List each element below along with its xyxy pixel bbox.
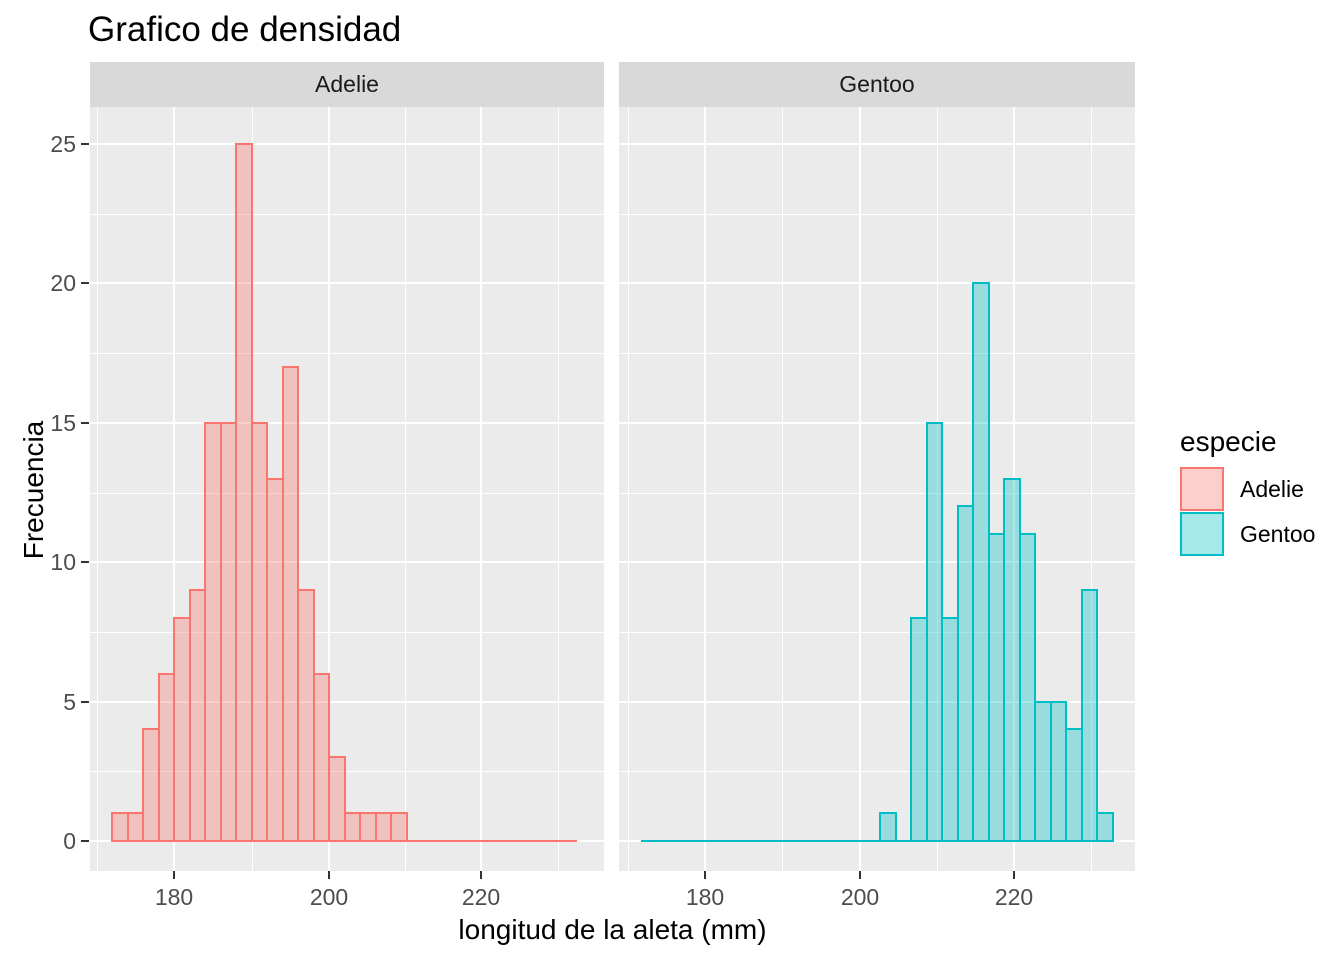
legend: especie Adelie Gentoo	[1180, 426, 1344, 557]
x-tick-mark	[1013, 871, 1015, 879]
gridline-major-h	[90, 700, 604, 703]
plot-title: Grafico de densidad	[88, 10, 402, 49]
x-tick-mark	[480, 871, 482, 879]
y-tick-mark	[81, 561, 89, 564]
gridline-minor-v	[558, 107, 559, 871]
histogram-bar	[328, 756, 346, 842]
x-tick-label: 180	[154, 884, 194, 910]
gridline-minor-h	[90, 213, 604, 215]
legend-item-gentoo: Gentoo	[1180, 512, 1344, 556]
gridline-major-h	[619, 700, 1135, 703]
gridline-minor-h	[619, 492, 1135, 494]
x-tick-label: 200	[840, 884, 880, 910]
gridline-major-h	[619, 421, 1135, 424]
x-tick-mark	[859, 871, 861, 879]
gridline-major-h	[90, 282, 604, 285]
facet-strip: Gentoo	[619, 62, 1135, 107]
gridline-major-h	[619, 561, 1135, 564]
gridline-major-v	[704, 107, 706, 871]
gridline-minor-v	[97, 107, 98, 871]
histogram-bar	[1080, 589, 1098, 842]
legend-item-label: Adelie	[1240, 475, 1304, 502]
gridline-minor-h	[619, 771, 1135, 773]
gridline-major-v	[480, 107, 482, 871]
y-tick-label: 25	[50, 131, 76, 157]
y-axis-title: Frecuencia	[18, 420, 49, 560]
legend-key-swatch	[1180, 512, 1224, 556]
histogram-bar	[1018, 533, 1036, 842]
gridline-major-h	[90, 421, 604, 424]
x-tick-label: 220	[461, 884, 501, 910]
facet-strip: Adelie	[90, 62, 604, 107]
y-tick-label: 0	[63, 828, 76, 854]
gridline-major-h	[619, 282, 1135, 285]
x-tick-mark	[173, 871, 175, 879]
legend-key-swatch	[1180, 467, 1224, 511]
y-tick-label: 20	[50, 270, 76, 297]
legend-items: Adelie Gentoo	[1180, 467, 1344, 556]
gridline-minor-v	[404, 107, 406, 871]
gridline-minor-h	[619, 353, 1135, 355]
y-tick-label: 5	[63, 688, 76, 715]
y-tick-mark	[81, 143, 89, 145]
gridline-minor-h	[90, 631, 604, 633]
facet-panel	[619, 107, 1135, 871]
gridline-minor-h	[619, 631, 1135, 633]
gridline-minor-v	[1091, 107, 1092, 871]
gridline-major-h	[90, 143, 604, 145]
x-tick-label: 200	[309, 884, 349, 910]
legend-item-label: Gentoo	[1240, 520, 1316, 547]
x-tick-label: 180	[685, 884, 725, 910]
gridline-minor-v	[937, 107, 938, 871]
facet-panel	[90, 107, 604, 871]
gridline-minor-h	[90, 353, 604, 355]
y-tick-mark	[81, 421, 89, 424]
gridline-minor-h	[90, 492, 604, 494]
gridline-minor-h	[90, 771, 604, 773]
gridline-major-h	[90, 561, 604, 564]
gridline-major-h	[619, 143, 1135, 145]
gridline-major-v	[328, 107, 330, 871]
facet-strip-label: Adelie	[315, 71, 379, 97]
y-tick-mark	[81, 700, 89, 703]
histogram-bar	[1096, 812, 1114, 842]
histogram-bar	[879, 812, 897, 842]
zero-line	[641, 840, 1112, 842]
x-tick-mark	[704, 871, 706, 879]
gridline-major-v	[1013, 107, 1015, 871]
legend-title: especie	[1180, 426, 1277, 457]
y-tick-mark	[81, 840, 89, 842]
facet-strip-label: Gentoo	[839, 71, 915, 97]
legend-item-adelie: Adelie	[1180, 467, 1344, 511]
x-tick-label: 220	[994, 884, 1034, 910]
gridline-major-v	[859, 107, 861, 871]
y-tick-label: 10	[50, 549, 76, 576]
x-tick-mark	[328, 871, 330, 879]
gridline-minor-h	[619, 213, 1135, 215]
gridline-major-v	[173, 107, 175, 871]
x-axis-title: longitud de la aleta (mm)	[458, 914, 767, 945]
histogram-bar	[390, 812, 408, 842]
y-tick-label: 15	[50, 409, 76, 436]
y-tick-mark	[81, 282, 89, 285]
gridline-minor-v	[628, 107, 629, 871]
gridline-minor-v	[782, 107, 783, 871]
